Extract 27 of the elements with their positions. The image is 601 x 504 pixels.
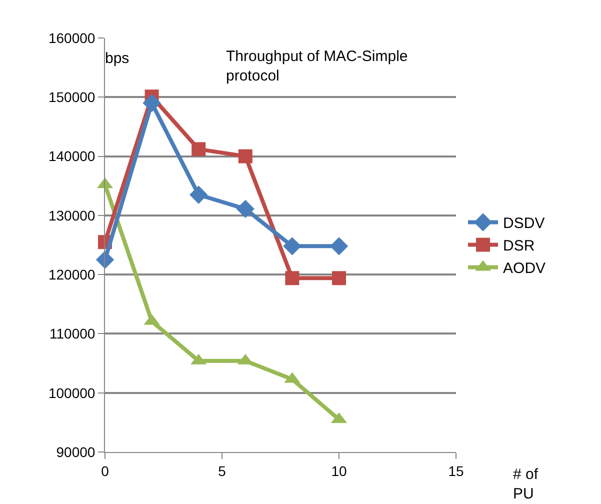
x-axis-title: # of PU: [513, 466, 539, 502]
point: [332, 271, 346, 286]
x-tick-label: 5: [218, 462, 226, 479]
y-tick-label: 100000: [48, 384, 96, 401]
x-tick-label: 10: [331, 462, 347, 479]
point: [285, 271, 300, 286]
point: [236, 200, 254, 218]
point: [283, 237, 302, 256]
legend-label: DSR: [503, 238, 535, 255]
text: Throughput of MAC-Simple protocol: [226, 48, 408, 84]
point: [238, 149, 252, 164]
point: [192, 142, 206, 156]
y-tick-label: 90000: [56, 444, 96, 460]
y-tick-label: 110000: [50, 326, 96, 342]
y-tick-label: 140000: [48, 148, 96, 164]
y-tick-label: 150000: [48, 89, 96, 106]
y-axis-title: bps: [105, 50, 130, 67]
point: [190, 186, 208, 204]
legend-label: AODV: [503, 260, 546, 278]
point: [330, 237, 348, 256]
y-tick-label: 160000: [48, 30, 96, 46]
y-tick-label: 120000: [48, 266, 96, 282]
legend-label: DSDV: [503, 215, 545, 232]
point: [142, 94, 161, 112]
x-tick-label: 15: [448, 462, 464, 479]
x-tick-label: 0: [101, 462, 110, 479]
y-tick-label: 130000: [48, 207, 96, 224]
